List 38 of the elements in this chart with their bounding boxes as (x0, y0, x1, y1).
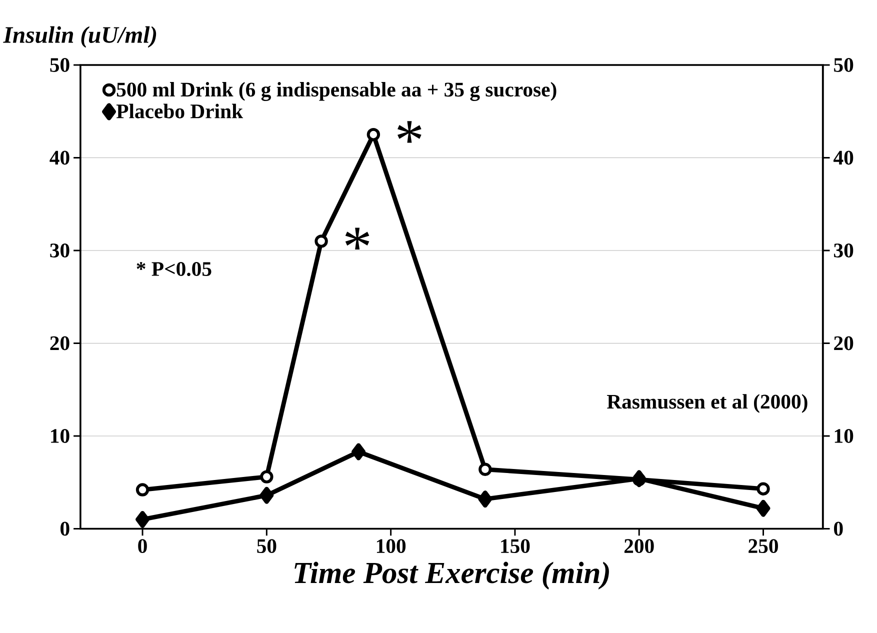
annotation: * (345, 228, 370, 250)
point (478, 462, 492, 476)
y2-tick-label: 10 (834, 428, 854, 443)
point (478, 490, 492, 508)
y2-tick-label: 0 (834, 522, 843, 536)
y-axis-title: Insulin (uU/ml) (3, 26, 156, 48)
x-tick-label: 150 (501, 539, 530, 554)
y-tick-label: 0 (60, 522, 70, 536)
point (756, 500, 770, 517)
y2-tick-label: 20 (834, 336, 854, 350)
y-tick-label: 10 (51, 428, 70, 443)
x-axis-title: Time Post Exercise (min) (294, 562, 609, 590)
legend-label: 500 ml Drink (6 g indispensable aa + 35 g sucrose) (116, 82, 556, 101)
point (136, 483, 150, 496)
point (314, 234, 328, 248)
legend-label: Placebo Drink (116, 104, 244, 118)
annotation: Rasmussen et al (2000) (607, 394, 808, 413)
point (136, 510, 150, 528)
x-tick-label: 100 (376, 539, 406, 554)
point (366, 128, 380, 142)
point (756, 482, 770, 496)
x-tick-label: 250 (748, 539, 778, 554)
annotation: * (398, 121, 422, 143)
x-tick-label: 200 (624, 539, 654, 554)
point (260, 470, 274, 484)
x-tick-label: 50 (257, 539, 276, 554)
point (632, 470, 646, 488)
y2-tick-label: 50 (834, 58, 854, 72)
y-tick-label: 30 (50, 243, 70, 258)
y2-tick-label: 30 (834, 243, 854, 258)
y-tick-label: 50 (50, 58, 70, 72)
y-tick-label: 40 (50, 150, 70, 165)
y2-tick-label: 40 (834, 150, 854, 165)
annotation: * P<0.05 (136, 262, 212, 276)
point (260, 486, 274, 504)
y-tick-label: 20 (50, 336, 70, 350)
point (352, 443, 366, 460)
x-tick-label: 0 (138, 539, 147, 554)
